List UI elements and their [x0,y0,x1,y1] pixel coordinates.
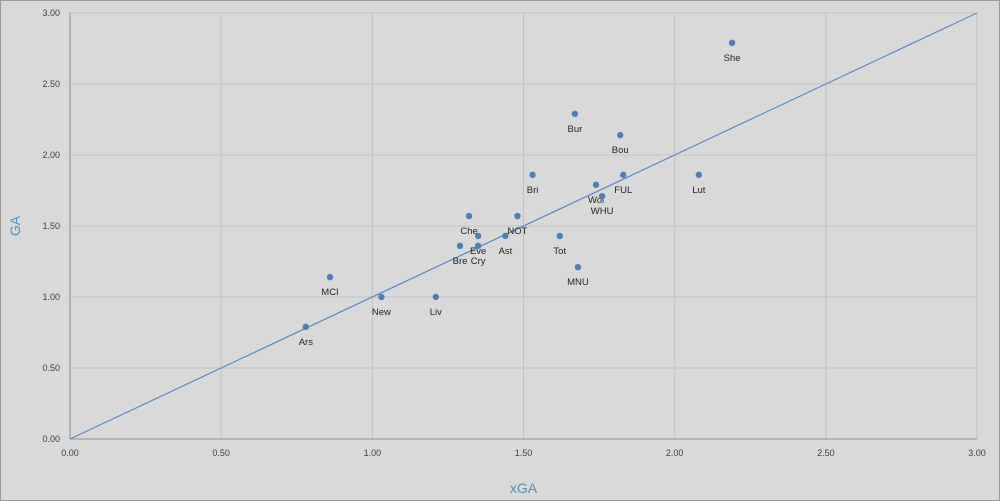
data-point-label: Liv [430,307,442,318]
data-point-label: Ars [299,337,314,348]
data-point [592,181,600,189]
data-point-label: Tot [553,246,566,257]
y-tick-label: 2.00 [42,150,60,160]
data-point [571,110,579,118]
x-axis-title: xGA [510,480,538,496]
data-point [617,131,624,139]
data-point-label: Wol [588,195,604,206]
data-point [728,39,736,47]
data-point-label: Bre [453,256,468,267]
data-point [326,273,334,281]
x-tick-label: 1.00 [364,448,382,458]
data-point [502,232,509,240]
y-tick-label: 0.00 [42,434,60,444]
data-point-label: New [372,307,391,318]
x-tick-label: 0.00 [61,448,79,458]
data-point [529,171,536,179]
x-tick-label: 1.50 [515,448,533,458]
reference-line [69,12,978,440]
y-tick-label: 2.50 [42,79,60,89]
data-point-label: Eve [470,246,486,257]
y-tick-label: 1.00 [42,292,60,302]
data-point-label: Ast [498,246,512,257]
data-point [574,263,582,271]
data-point [474,242,482,250]
data-point-label: Che [460,226,477,237]
y-tick-label: 0.50 [42,363,60,373]
data-point [432,293,440,301]
data-point-label: WHU [591,206,614,217]
data-point [302,323,310,331]
data-point-label: NOT [507,226,527,237]
y-axis-title: GA [7,215,23,236]
data-point [465,212,473,220]
data-point [456,242,464,250]
x-tick-label: 3.00 [968,448,986,458]
data-point-label: Bur [567,124,582,135]
data-point-label: She [724,53,741,64]
data-point [514,212,521,220]
data-point [556,232,563,240]
data-point-label: Bou [612,145,629,156]
data-point-label: Cry [471,256,486,267]
data-point [378,293,385,301]
y-tick-label: 3.00 [42,8,60,18]
data-point-label: MNU [567,277,589,288]
y-tick-label: 1.50 [42,221,60,231]
data-point [620,171,627,179]
x-tick-label: 2.50 [817,448,835,458]
data-point-label: FUL [614,185,632,196]
data-point-label: Lut [692,185,706,196]
data-point [695,171,703,179]
data-point [474,232,482,240]
x-tick-label: 0.50 [212,448,230,458]
data-point-label: Bri [527,185,539,196]
x-tick-label: 2.00 [666,448,684,458]
data-point-label: MCI [321,287,338,298]
data-point [598,192,606,200]
